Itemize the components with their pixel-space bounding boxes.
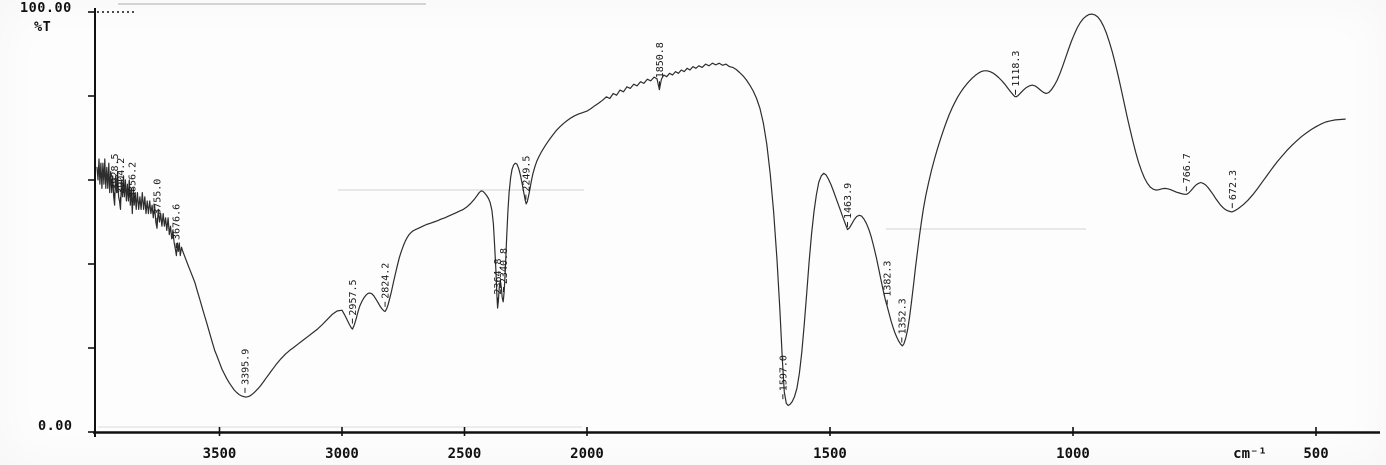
x-axis-tick-label: 3500 bbox=[203, 446, 237, 462]
peak-label: 3755.0 bbox=[153, 179, 164, 215]
peak-label: 1382.3 bbox=[883, 261, 894, 297]
peak-label: 2340.8 bbox=[499, 248, 510, 284]
peak-label: 3676.6 bbox=[172, 204, 183, 240]
peak-label: 2957.5 bbox=[348, 279, 359, 315]
peak-label: 1118.3 bbox=[1011, 51, 1022, 87]
peak-label: 2249.5 bbox=[521, 156, 532, 192]
peak-label: 1352.3 bbox=[897, 298, 908, 334]
peak-label: 2364.8 bbox=[493, 258, 504, 294]
peak-label: 2824.2 bbox=[381, 263, 392, 299]
peak-label: 3395.9 bbox=[241, 349, 252, 385]
peak-label: 1850.8 bbox=[655, 42, 666, 78]
spectrum-curve bbox=[96, 13, 1346, 407]
peak-label: 3856.2 bbox=[128, 162, 139, 198]
x-axis-unit-label: cm⁻¹ bbox=[1233, 446, 1267, 462]
peak-label: 1463.9 bbox=[843, 183, 854, 219]
x-axis-tick-label: 1000 bbox=[1056, 446, 1090, 462]
x-axis-tick-label: 3000 bbox=[325, 446, 359, 462]
peak-label: 3928.5 bbox=[110, 153, 121, 189]
x-axis-tick-label: 500 bbox=[1303, 446, 1328, 462]
y-axis-max-label: 100.00 bbox=[20, 0, 72, 16]
peak-label: 3904.2 bbox=[116, 158, 127, 194]
x-axis-tick-label: 2500 bbox=[448, 446, 482, 462]
x-axis-tick-label: 1500 bbox=[813, 446, 847, 462]
peak-label: 1597.0 bbox=[778, 355, 789, 391]
y-axis-min-label: 0.00 bbox=[38, 418, 73, 434]
peak-label: 766.7 bbox=[1182, 153, 1193, 183]
peak-label: 672.3 bbox=[1228, 170, 1239, 200]
y-axis-unit-label: %T bbox=[34, 19, 52, 35]
x-axis-tick-label: 2000 bbox=[570, 446, 604, 462]
